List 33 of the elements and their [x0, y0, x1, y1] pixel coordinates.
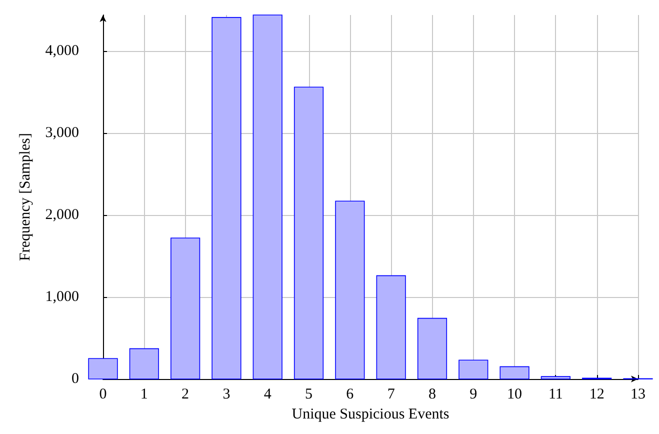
bar — [212, 17, 242, 380]
bar — [376, 275, 406, 380]
x-tick-label: 6 — [346, 386, 354, 402]
x-tick-label: 8 — [428, 386, 436, 402]
x-tick-label: 1 — [140, 386, 148, 402]
y-tick-label: 4,000 — [45, 43, 79, 60]
bar — [335, 200, 365, 380]
x-tick-label: 10 — [507, 386, 522, 402]
x-tick-label: 11 — [548, 386, 563, 402]
x-tick-label: 13 — [630, 386, 646, 402]
bar — [252, 14, 282, 380]
y-tick-label: 3,000 — [45, 125, 79, 142]
x-tick-label: 5 — [305, 386, 313, 402]
x-tick-label: 9 — [470, 386, 478, 402]
bar — [170, 238, 200, 380]
x-tick-label: 4 — [264, 386, 272, 402]
bar — [294, 86, 324, 380]
x-axis-title: Unique Suspicious Events — [292, 406, 450, 422]
x-tick-label: 12 — [589, 386, 604, 402]
y-tick-label: 0 — [72, 371, 79, 387]
bar — [540, 376, 570, 380]
x-tick-label: 7 — [387, 386, 396, 402]
y-axis-title: Frequency [Samples] — [18, 133, 34, 261]
x-tick-label: 0 — [99, 386, 107, 402]
y-tick-label: 2,000 — [45, 207, 79, 224]
bar — [88, 358, 118, 380]
y-tick-label: 1,000 — [45, 289, 79, 306]
bar — [458, 360, 488, 380]
x-tick-label: 3 — [222, 386, 230, 402]
bar — [129, 348, 159, 380]
bar — [417, 318, 448, 380]
x-tick-label: 2 — [182, 386, 190, 402]
bar — [500, 366, 530, 380]
